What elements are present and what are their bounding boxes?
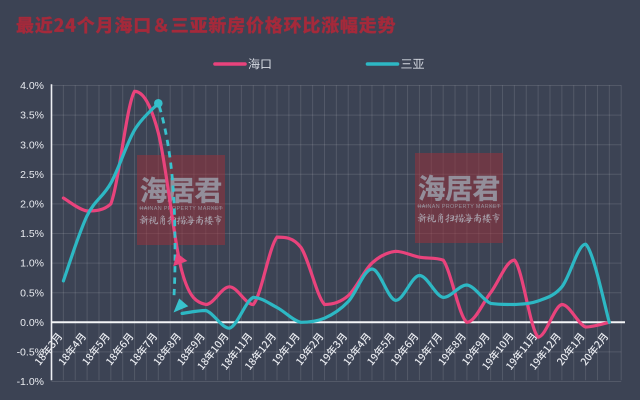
svg-text:-0.5%: -0.5%	[17, 347, 44, 359]
svg-text:-1.0%: -1.0%	[17, 376, 44, 388]
svg-text:1.5%: 1.5%	[20, 228, 44, 240]
svg-text:HAINAN PROPERTY MARKET: HAINAN PROPERTY MARKET	[418, 204, 501, 210]
svg-text:3.5%: 3.5%	[20, 110, 44, 122]
svg-text:0.0%: 0.0%	[20, 317, 44, 329]
svg-text:2.0%: 2.0%	[20, 199, 44, 211]
svg-text:3.0%: 3.0%	[20, 139, 44, 151]
svg-text:4.0%: 4.0%	[20, 80, 44, 92]
svg-text:1.0%: 1.0%	[20, 258, 44, 270]
svg-text:0.5%: 0.5%	[20, 287, 44, 299]
svg-text:2.5%: 2.5%	[20, 169, 44, 181]
svg-text:HAINAN PROPERTY MARKET: HAINAN PROPERTY MARKET	[140, 206, 223, 212]
